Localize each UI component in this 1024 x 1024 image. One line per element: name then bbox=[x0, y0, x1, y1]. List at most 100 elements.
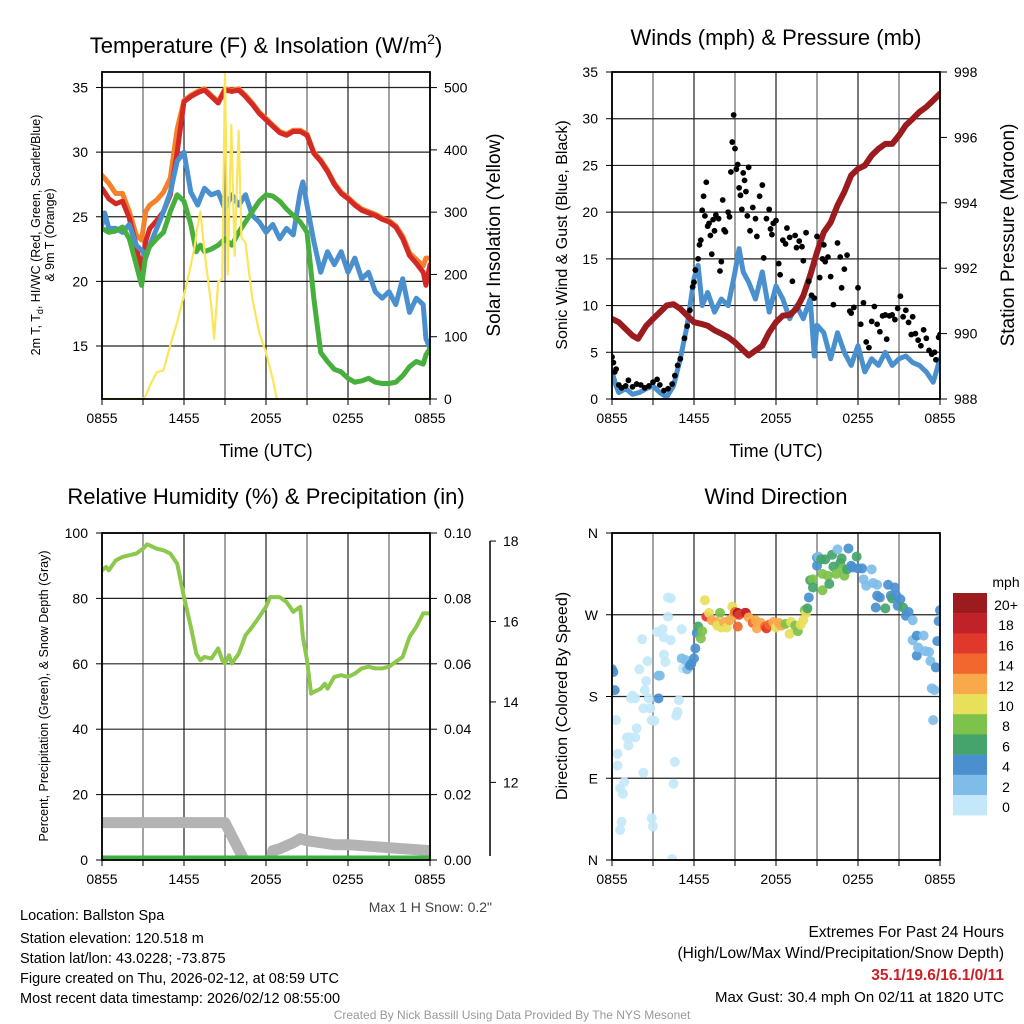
gust-point bbox=[909, 313, 916, 320]
wind-plot-frame bbox=[611, 71, 941, 400]
recent-data-text: Most recent data timestamp: 2026/02/12 0… bbox=[20, 991, 340, 1007]
dir-plot: 0855 1455 2055 0255 0855 N E S W N bbox=[585, 525, 956, 887]
wind-direction-point bbox=[935, 605, 940, 616]
x-tick-label: 2055 bbox=[760, 871, 791, 887]
gust-point bbox=[796, 238, 803, 245]
gust-point bbox=[677, 355, 684, 362]
wind-plot: 0855 1455 2055 0255 0855 0 5 10 15 20 25 30 35 988 990… bbox=[582, 64, 977, 426]
gust-point bbox=[773, 217, 779, 224]
gust-point bbox=[784, 225, 790, 231]
legend-label: 6 bbox=[1002, 738, 1010, 754]
gust-point bbox=[733, 166, 740, 173]
y-tick-label: 30 bbox=[72, 144, 88, 160]
y2-tick-label: 300 bbox=[444, 204, 468, 220]
gust-point bbox=[805, 278, 812, 285]
wind-direction-point bbox=[612, 715, 622, 726]
temp-chart-title: Temperature (F) & Insolation (W/m2) bbox=[90, 31, 443, 58]
gust-point bbox=[718, 258, 725, 265]
gust-point bbox=[775, 260, 782, 267]
extremes-title: Extremes For Past 24 Hours bbox=[808, 924, 1004, 941]
y-tick-label: 35 bbox=[582, 64, 598, 80]
wind-direction-point bbox=[817, 585, 828, 596]
gust-point bbox=[738, 206, 745, 213]
y3-tick-label: 14 bbox=[503, 694, 519, 710]
wind-direction-point bbox=[803, 592, 814, 603]
extremes-values: 35.1/19.6/16.1/0/11 bbox=[871, 967, 1004, 984]
dir-plot-frame bbox=[611, 532, 941, 861]
dir-ylabel: Direction (Colored By Speed) bbox=[554, 592, 571, 800]
gust-point bbox=[868, 318, 875, 325]
wind-direction-point bbox=[612, 760, 623, 771]
x-tick-label: 0855 bbox=[86, 871, 117, 887]
temp-xlabel: Time (UTC) bbox=[219, 441, 312, 461]
legend-swatch bbox=[953, 694, 987, 715]
y-tick-label: N bbox=[588, 525, 598, 541]
solar-insolation-line bbox=[102, 72, 430, 399]
gust-point bbox=[800, 257, 807, 264]
wind-direction-point bbox=[668, 778, 679, 789]
gust-point bbox=[830, 301, 837, 308]
gust-point bbox=[923, 335, 930, 342]
gust-point bbox=[855, 284, 861, 291]
y2-tick-label: 992 bbox=[954, 260, 978, 276]
x-tick-label: 0855 bbox=[414, 410, 445, 426]
gust-point bbox=[703, 179, 710, 186]
wind-direction-point bbox=[802, 603, 813, 614]
wind-direction-point bbox=[667, 854, 678, 860]
gust-point bbox=[671, 372, 678, 379]
legend-swatch bbox=[953, 754, 987, 775]
wind-direction-point bbox=[822, 570, 833, 581]
y-tick-label: 40 bbox=[72, 721, 88, 737]
gust-point bbox=[737, 192, 744, 199]
td-line bbox=[102, 192, 430, 386]
y-tick-label: S bbox=[589, 689, 598, 705]
wind-direction-point bbox=[654, 670, 665, 681]
gust-point bbox=[920, 326, 927, 333]
wind-direction-point bbox=[634, 664, 645, 675]
wind-direction-point bbox=[824, 578, 835, 589]
wind-direction-point bbox=[665, 593, 676, 604]
wind-direction-point bbox=[673, 695, 684, 706]
legend-label: 16 bbox=[998, 637, 1014, 653]
extremes-subtitle: (High/Low/Max Wind/Precipitation/Snow De… bbox=[678, 945, 1005, 962]
max-gust-text: Max Gust: 30.4 mph On 02/11 at 1820 UTC bbox=[715, 989, 1004, 1006]
wind-direction-point bbox=[623, 740, 634, 751]
wind-direction-point bbox=[874, 592, 885, 603]
wind-direction-point bbox=[928, 715, 939, 726]
gust-point bbox=[629, 383, 636, 390]
gust-point bbox=[793, 244, 800, 251]
legend-label: 20+ bbox=[994, 597, 1018, 613]
x-tick-label: 0255 bbox=[842, 871, 873, 887]
y-tick-label: 30 bbox=[582, 111, 598, 127]
y-tick-label: 15 bbox=[72, 338, 88, 354]
gust-point bbox=[876, 328, 883, 335]
gust-point bbox=[732, 145, 738, 152]
x-tick-label: 0855 bbox=[924, 871, 955, 887]
legend-swatch bbox=[953, 593, 987, 614]
x-tick-label: 0255 bbox=[332, 871, 363, 887]
gust-point bbox=[687, 307, 693, 314]
wind-direction-point bbox=[615, 825, 626, 836]
gust-point bbox=[699, 207, 706, 214]
wind-direction-point bbox=[831, 568, 842, 579]
legend-swatch bbox=[953, 613, 987, 634]
gust-point bbox=[612, 359, 617, 366]
gust-point bbox=[740, 170, 747, 176]
legend-swatch bbox=[953, 714, 987, 735]
wind-direction-point bbox=[933, 616, 940, 627]
gust-point bbox=[860, 299, 867, 306]
wind-direction-point bbox=[641, 676, 652, 687]
gust-point bbox=[767, 226, 774, 232]
speed-legend: 20+ 18 16 14 12 10 8 6 4 2 0 bbox=[953, 593, 1018, 816]
y2-tick-label: 200 bbox=[444, 266, 468, 282]
gust-point bbox=[729, 139, 736, 145]
x-tick-label: 0255 bbox=[332, 410, 363, 426]
gust-point bbox=[851, 304, 857, 311]
gust-point bbox=[900, 313, 906, 320]
rh-plot-frame bbox=[101, 532, 431, 861]
y-tick-label: 20 bbox=[582, 204, 598, 220]
gust-point bbox=[747, 227, 753, 234]
gust-point bbox=[820, 241, 827, 248]
gust-point bbox=[777, 271, 783, 278]
wind-direction-point bbox=[630, 732, 641, 743]
